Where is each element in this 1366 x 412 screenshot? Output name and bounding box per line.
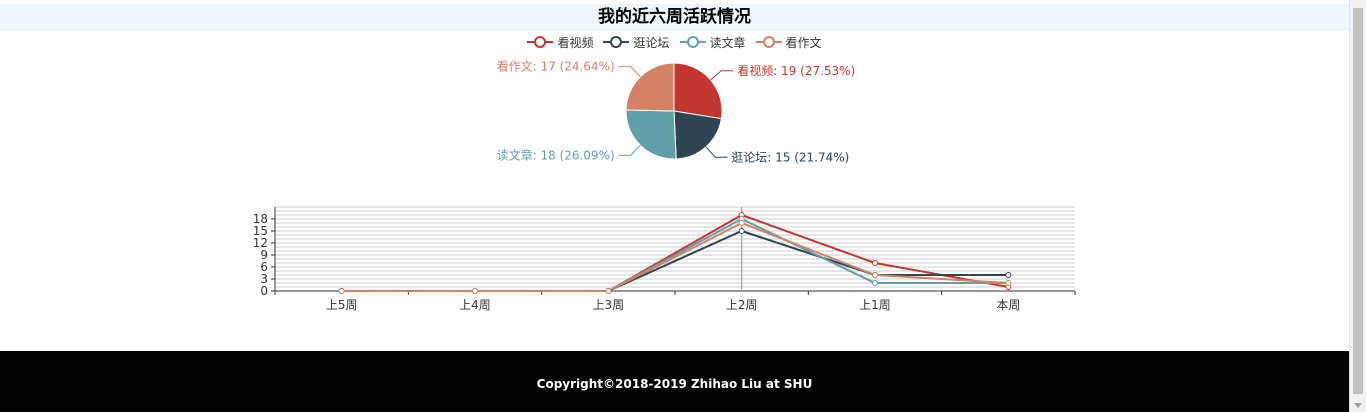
legend-item-video[interactable]: 看视频	[527, 33, 593, 51]
footer-copyright: Copyright©2018-2019 Zhihao Liu at SHU	[536, 377, 813, 391]
pie-label-line	[618, 144, 641, 156]
legend-label: 逛论坛	[633, 35, 670, 50]
y-tick-label: 9	[260, 248, 268, 262]
y-tick-label: 0	[260, 284, 268, 298]
pie-label-line	[705, 146, 728, 158]
vertical-scrollbar[interactable]	[1349, 0, 1366, 412]
legend-label: 看作文	[785, 35, 822, 50]
scroll-down-arrow-icon[interactable]	[1354, 403, 1362, 408]
pie-slice	[673, 62, 723, 120]
series-line	[341, 221, 1009, 292]
y-tick-label: 18	[253, 212, 268, 226]
data-point	[738, 228, 745, 234]
pie-slice-label: 看作文: 17 (24.64%)	[497, 59, 615, 74]
legend-marker-icon	[603, 36, 630, 48]
pie-label-line	[618, 66, 641, 78]
pie-slice	[625, 62, 675, 112]
data-point	[338, 288, 345, 294]
data-point	[472, 288, 478, 294]
pie-slice-label: 读文章: 18 (26.09%)	[497, 147, 615, 162]
x-tick-label: 上4周	[459, 298, 491, 312]
series-line	[341, 213, 1009, 292]
y-tick-label: 15	[253, 224, 268, 238]
data-point	[872, 280, 878, 286]
x-tick-label: 上2周	[726, 298, 758, 312]
data-point	[605, 288, 612, 294]
page-title: 我的近六周活跃情况	[598, 7, 751, 27]
data-point	[1005, 272, 1012, 278]
legend-label: 看视频	[557, 35, 594, 50]
pie-slice-label: 逛论坛: 15 (21.74%)	[731, 150, 849, 164]
y-tick-label: 12	[253, 236, 268, 250]
pie-chart: 看视频: 19 (27.53%) 逛论坛: 15 (21.74%) 读文章: 18 …	[497, 59, 856, 165]
x-tick-label: 上5周	[326, 298, 358, 312]
data-point	[738, 220, 745, 226]
legend-marker-icon	[755, 36, 782, 48]
y-tick-label: 6	[260, 260, 268, 274]
scrollbar-thumb[interactable]	[1353, 8, 1363, 394]
legend-marker-icon	[679, 36, 706, 48]
x-tick-label: 上1周	[859, 298, 891, 312]
title-bar	[0, 4, 1349, 31]
footer	[0, 351, 1349, 412]
legend-marker-icon	[527, 36, 554, 48]
legend-label: 读文章	[709, 35, 746, 50]
x-tick-label: 上3周	[593, 298, 625, 312]
chart-legend: 看视频 逛论坛 读文章 看作文	[0, 33, 1349, 51]
data-point	[872, 260, 878, 266]
data-point	[872, 272, 878, 278]
pie-slice-label: 看视频: 19 (27.53%)	[737, 63, 855, 78]
legend-item-article[interactable]: 读文章	[679, 33, 746, 51]
legend-item-forum[interactable]: 逛论坛	[603, 33, 670, 51]
legend-item-essay[interactable]: 看作文	[755, 33, 822, 51]
data-point	[1005, 280, 1012, 286]
pie-label-line	[710, 70, 734, 81]
y-tick-label: 3	[260, 272, 268, 286]
x-tick-label: 本周	[996, 298, 1020, 312]
